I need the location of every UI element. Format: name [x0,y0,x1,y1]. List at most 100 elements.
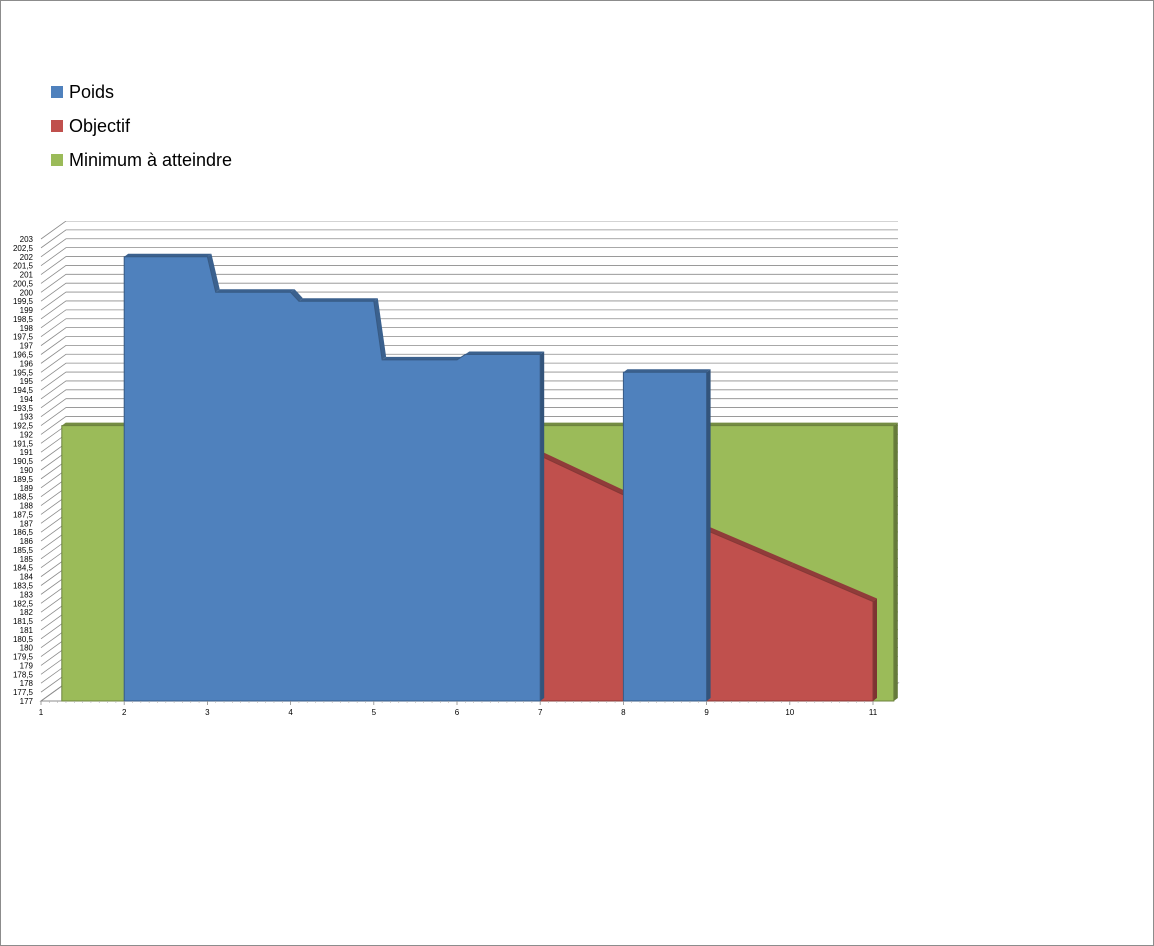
y-tick-label: 188,5 [13,493,34,502]
x-tick-label: 10 [785,708,794,717]
legend-swatch-minimum [51,154,63,166]
x-tick-label: 6 [455,708,460,717]
gridline [40,371,898,391]
series-poids-segment-1-top [373,298,387,360]
legend-item-minimum: Minimum à atteindre [51,143,232,177]
gridline [40,265,898,284]
x-tick-label: 1 [39,708,44,717]
y-tick-label: 179,5 [13,653,34,662]
y-tick-label: 186,5 [13,528,34,537]
gridline [40,282,898,302]
y-tick-label: 196,5 [13,351,34,360]
series-poids-segment-2-area [622,371,708,702]
y-tick-label: 192,5 [13,422,34,431]
series-objectif-top [789,562,877,602]
series-objectif-top [540,452,628,495]
y-tick-label: 199 [20,306,34,315]
x-tick-label: 9 [704,708,709,717]
gridline [40,344,898,364]
legend-label-objectif: Objectif [69,115,131,136]
y-tick-label: 188 [20,502,34,511]
y-tick-label: 190 [20,466,34,475]
y-tick-label: 192 [20,430,34,439]
x-tick-label: 8 [621,708,626,717]
gridline [40,353,898,373]
y-tick-label: 181,5 [13,617,34,626]
series-poids-segment-1-area [123,256,541,702]
y-tick-label: 202 [20,253,34,262]
gridline [40,407,898,426]
gridline [40,416,898,435]
y-tick-label: 197,5 [13,333,34,342]
y-tick-label: 202,5 [13,244,34,253]
y-tick-label: 181 [20,626,34,635]
gridline [40,318,898,338]
gridline [40,247,898,266]
y-tick-label: 180 [20,644,34,653]
y-tick-label: 195,5 [13,368,34,377]
legend-item-objectif: Objectif [51,109,232,143]
gridline [40,291,898,311]
series-poids-segment-1-top [382,356,461,360]
y-tick-label: 180,5 [13,635,34,644]
gridline [40,229,898,249]
legend-label-poids: Poids [69,81,115,102]
gridline [40,362,898,382]
y-tick-label: 195 [20,377,34,386]
series-poids-segment-1-top [290,289,303,302]
series-poids-segment-1-top [215,289,295,293]
y-tick-label: 189 [20,484,34,493]
x-tick-label: 5 [372,708,377,717]
y-tick-label: 200 [20,288,34,297]
x-tick-label: 2 [122,708,127,717]
gridline [40,221,898,240]
y-tick-label: 193 [20,413,34,422]
series-poids-segment-1-side [540,351,545,701]
x-tick-label: 11 [869,708,878,717]
y-tick-label: 193,5 [13,404,34,413]
gridline [40,389,898,409]
gridline [40,300,898,320]
series-poids-segment-2-side [706,369,711,701]
y-tick-label: 178,5 [13,670,34,679]
y-tick-label: 184,5 [13,564,34,573]
legend-label-minimum: Minimum à atteindre [69,149,233,170]
gridline [40,336,898,355]
y-tick-label: 185 [20,555,34,564]
y-tick-label: 187 [20,519,34,528]
y-tick-label: 189,5 [13,475,34,484]
y-tick-label: 194 [20,395,34,404]
legend-swatch-poids [51,86,63,98]
y-tick-label: 184 [20,573,34,582]
y-tick-label: 185,5 [13,546,34,555]
gridline [40,256,898,275]
y-tick-label: 194,5 [13,386,34,395]
gridline [40,380,898,400]
series-minimum-side [893,422,898,701]
y-tick-label: 196 [20,359,34,368]
y-tick-label: 183,5 [13,582,34,591]
series-poids-segment-1-top [298,298,378,302]
gridline [40,398,898,418]
y-tick-label: 201 [20,271,34,280]
y-tick-label: 178 [20,679,34,688]
x-tick-label: 3 [205,708,210,717]
y-tick-label: 187,5 [13,510,34,519]
y-tick-label: 197 [20,342,34,351]
legend-swatch-objectif [51,120,63,132]
legend-item-poids: Poids [51,75,232,109]
y-tick-label: 191,5 [13,439,34,448]
x-tick-label: 4 [288,708,293,717]
y-tick-label: 182 [20,608,34,617]
series-poids-segment-1-top [207,253,220,293]
y-tick-label: 186 [20,537,34,546]
series-objectif-side [873,598,877,701]
gridline [40,238,898,258]
series-poids-segment-2-top [623,369,711,373]
x-tick-label: 7 [538,708,543,717]
y-tick-label: 198,5 [13,315,34,324]
y-tick-label: 177 [20,697,34,706]
y-tick-label: 183 [20,590,34,599]
series-objectif-top [706,527,794,566]
